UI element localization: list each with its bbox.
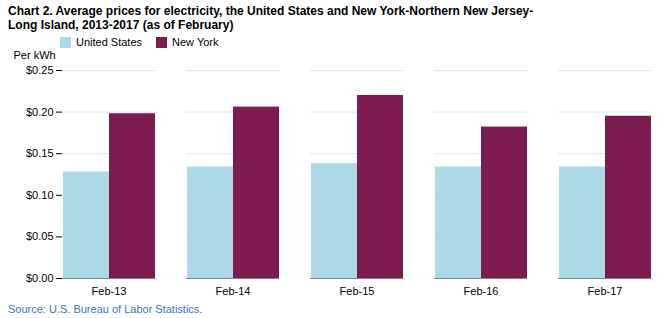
html-text:Chart 2. Average prices for el: Chart 2. Average prices for electricity,… — [8, 4, 534, 18]
svg-text:Feb-14: Feb-14 — [216, 285, 251, 297]
html-text:Long Island, 2013-2017 (as of: Long Island, 2013-2017 (as of February) — [8, 18, 234, 32]
svg-text:$0.10: $0.10 — [26, 189, 54, 201]
html-text:New York: New York — [172, 36, 219, 48]
svg-text:$0.25: $0.25 — [26, 64, 54, 76]
svg-text:$0.15: $0.15 — [26, 147, 54, 159]
html-text:Source: U.S. Bureau of Labor S: Source: U.S. Bureau of Labor Statistics. — [8, 303, 203, 315]
html-text:United States: United States — [76, 36, 142, 48]
svg-text:Feb-15: Feb-15 — [340, 285, 375, 297]
svg-text:$0.20: $0.20 — [26, 106, 54, 118]
svg-text:Feb-17: Feb-17 — [588, 285, 623, 297]
svg-text:Feb-13: Feb-13 — [92, 285, 127, 297]
svg-text:Feb-16: Feb-16 — [464, 285, 499, 297]
svg-text:$0.00: $0.00 — [26, 272, 54, 284]
svg-text:$0.05: $0.05 — [26, 230, 54, 242]
svg-text:Per kWh: Per kWh — [14, 49, 56, 61]
